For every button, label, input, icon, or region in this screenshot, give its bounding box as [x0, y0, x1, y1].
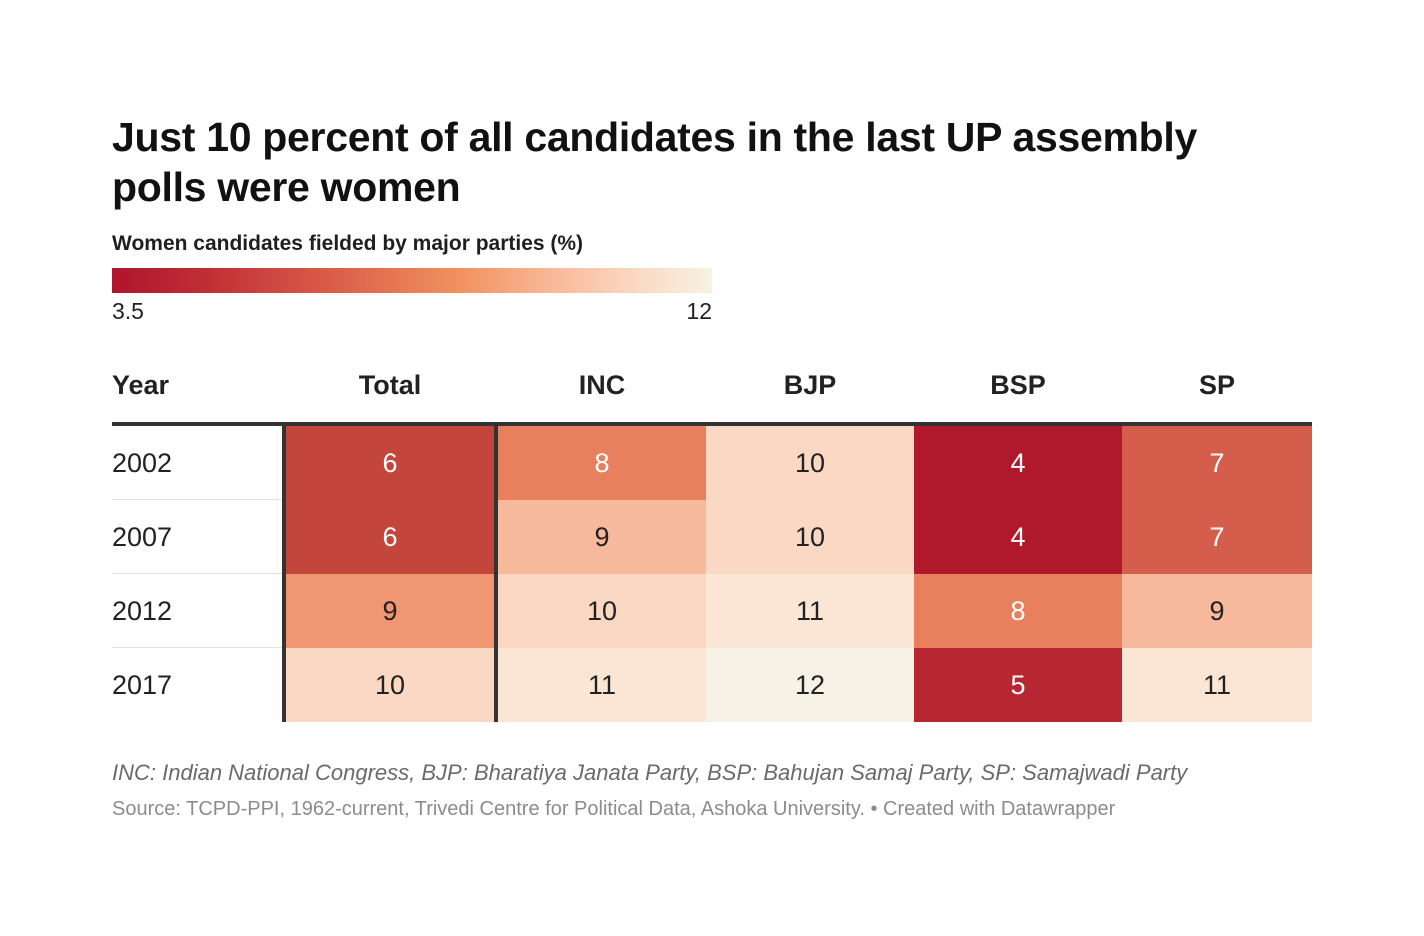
heat-cell-bjp: 11	[706, 574, 914, 648]
heat-cell-total: 10	[286, 648, 494, 722]
heat-cell-sp: 7	[1122, 500, 1312, 574]
row-divider	[112, 647, 282, 648]
year-cell: 2002	[112, 448, 173, 478]
total-column-right-border	[494, 426, 498, 722]
chart-title: Just 10 percent of all candidates in the…	[112, 114, 1197, 210]
color-legend-gradient	[112, 268, 712, 293]
heat-cell-sp: 9	[1122, 574, 1312, 648]
heat-cell-bjp: 10	[706, 500, 914, 574]
legend-title: Women candidates fielded by major partie…	[112, 232, 584, 255]
heat-cell-bjp: 12	[706, 648, 914, 722]
legend-min-label: 3.5	[112, 298, 144, 324]
column-header-inc: INC	[578, 370, 626, 400]
heat-cell-sp: 11	[1122, 648, 1312, 722]
chart-container: Just 10 percent of all candidates in the…	[112, 112, 1312, 820]
column-header-sp: SP	[1198, 370, 1236, 400]
row-divider	[112, 573, 282, 574]
heat-cell-bsp: 8	[914, 574, 1122, 648]
heat-cell-bsp: 4	[914, 426, 1122, 500]
year-cell: 2007	[112, 522, 173, 552]
source-line: Source: TCPD-PPI, 1962-current, Trivedi …	[112, 798, 1116, 820]
heat-cell-inc: 9	[498, 500, 706, 574]
table-body: 2002 6 8 10 4 7 2007 6 9 10 4 7 2012 9 10 11 8 9 2017 10 11 1…	[112, 426, 1312, 722]
heat-cell-total: 9	[286, 574, 494, 648]
total-column-left-border	[282, 426, 286, 722]
column-header-year: Year	[112, 370, 170, 400]
column-header-bsp: BSP	[990, 370, 1046, 400]
heat-cell-bsp: 4	[914, 500, 1122, 574]
footnote: INC: Indian National Congress, BJP: Bhar…	[112, 760, 1188, 785]
table-row-2007: 2007 6 9 10 4 7	[112, 500, 1312, 574]
table-row-2002: 2002 6 8 10 4 7	[112, 426, 1312, 500]
column-header-bjp: BJP	[783, 370, 837, 400]
table-header: Year Total INC BJP BSP SP	[112, 358, 1312, 426]
heatmap-table: Year Total INC BJP BSP SP 2002 6 8 10 4 7 2007 6 9 10 4…	[112, 358, 1312, 722]
heat-cell-bsp: 5	[914, 648, 1122, 722]
column-header-total: Total	[358, 370, 422, 400]
year-cell: 2012	[112, 596, 173, 626]
table-row-2017: 2017 10 11 12 5 11	[112, 648, 1312, 722]
row-divider	[112, 499, 282, 500]
heat-cell-inc: 11	[498, 648, 706, 722]
heat-cell-bjp: 10	[706, 426, 914, 500]
heat-cell-inc: 8	[498, 426, 706, 500]
heat-cell-total: 6	[286, 500, 494, 574]
table-row-2012: 2012 9 10 11 8 9	[112, 574, 1312, 648]
year-cell: 2017	[112, 670, 173, 700]
heat-cell-inc: 10	[498, 574, 706, 648]
heat-cell-sp: 7	[1122, 426, 1312, 500]
heat-cell-total: 6	[286, 426, 494, 500]
legend-max-label: 12	[686, 298, 712, 324]
